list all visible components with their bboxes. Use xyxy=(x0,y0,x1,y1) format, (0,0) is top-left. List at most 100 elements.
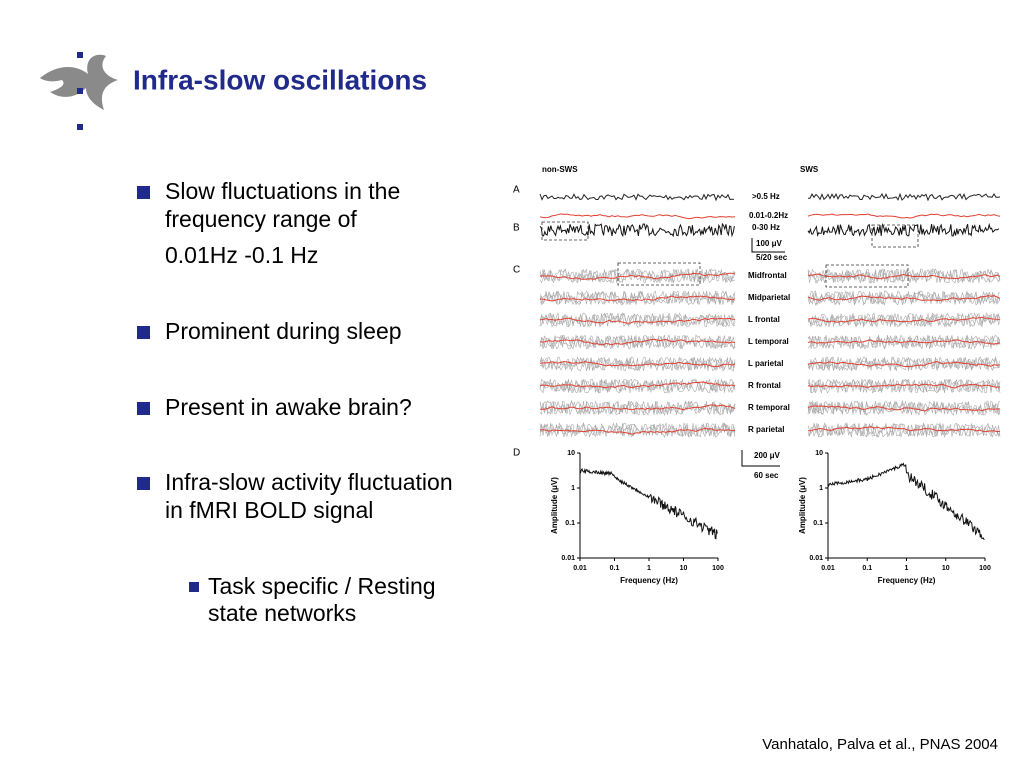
trace xyxy=(540,312,736,328)
zoom-box xyxy=(617,262,701,286)
bullet-text: 0.01Hz -0.1 Hz xyxy=(165,242,318,268)
figure-label: 0.1 xyxy=(813,520,823,527)
bullet-marker xyxy=(137,326,150,339)
figure-label: 10 xyxy=(815,450,823,457)
figure-label: 100 xyxy=(979,565,991,572)
zoom-box xyxy=(825,264,909,288)
trace xyxy=(539,334,736,350)
figure-label: R parietal xyxy=(748,425,784,434)
figure-label: Amplitude (μV) xyxy=(550,477,559,534)
trace xyxy=(807,290,1001,307)
trace xyxy=(807,312,1001,328)
trace xyxy=(807,356,1001,372)
trace xyxy=(539,193,734,202)
trace xyxy=(539,378,736,394)
figure-label: 0.01-0.2Hz xyxy=(749,211,788,220)
trace xyxy=(807,383,1001,389)
sub-bullet-marker xyxy=(189,582,199,592)
trace xyxy=(539,334,736,350)
citation: Vanhatalo, Palva et al., PNAS 2004 xyxy=(762,736,998,753)
sub-bullet-text: state networks xyxy=(208,600,356,626)
figure-label: 1 xyxy=(571,485,575,492)
figure-label: 200 μV xyxy=(754,451,780,460)
trace xyxy=(807,360,1001,368)
trace xyxy=(807,378,1001,394)
trace xyxy=(539,213,736,220)
bullet-text: in fMRI BOLD signal xyxy=(165,497,373,523)
figure-label: 0.1 xyxy=(610,565,620,572)
figure-label: 100 xyxy=(712,565,724,572)
trace xyxy=(539,295,736,302)
bullet-text: Prominent during sleep xyxy=(165,318,402,344)
trace xyxy=(807,356,1001,372)
figure-label: Frequency (Hz) xyxy=(878,576,936,585)
figure-label: 0-30 Hz xyxy=(752,223,780,232)
bullet-text: Infra-slow activity fluctuation xyxy=(165,469,453,495)
figure-label: 0.01 xyxy=(821,565,835,572)
scale-bar xyxy=(751,238,785,253)
scale-bar xyxy=(741,450,780,467)
logo xyxy=(40,52,118,130)
figure-label: D xyxy=(513,448,520,459)
figure-label: Midparietal xyxy=(748,293,790,302)
trace xyxy=(807,290,1001,306)
figure-label: >0.5 Hz xyxy=(752,192,780,201)
figure-label: Amplitude (μV) xyxy=(798,477,807,534)
trace xyxy=(539,378,736,394)
trace xyxy=(539,427,736,435)
sub-bullet-text: Task specific / Resting xyxy=(208,573,436,599)
trace xyxy=(808,273,1001,280)
trace xyxy=(539,290,736,306)
trace xyxy=(539,355,736,372)
figure-label: SWS xyxy=(800,165,819,174)
trace xyxy=(807,426,1001,433)
trace xyxy=(539,378,736,394)
figure-label: R frontal xyxy=(748,381,781,390)
figure-label: 0.1 xyxy=(862,565,872,572)
figure-label: 0.01 xyxy=(573,565,587,572)
figure-label: non-SWS xyxy=(542,165,578,174)
figure-label: 60 sec xyxy=(754,471,779,480)
figure-label: 10 xyxy=(680,565,688,572)
figure-label: Frequency (Hz) xyxy=(620,576,678,585)
trace xyxy=(539,360,736,368)
trace xyxy=(539,268,736,284)
figure-label: 0.1 xyxy=(565,520,575,527)
figure-label: L frontal xyxy=(748,315,780,324)
trace xyxy=(807,422,1001,439)
spectrum xyxy=(827,462,985,541)
figure-label: B xyxy=(513,223,520,234)
figure-label: 0.01 xyxy=(809,555,823,562)
spectrum xyxy=(579,468,718,540)
zoom-box xyxy=(541,221,589,241)
figure-label: 100 μV xyxy=(756,239,782,248)
bullet-text: frequency range of xyxy=(165,206,357,232)
bullet-marker xyxy=(137,186,150,199)
trace xyxy=(808,192,1001,202)
figure-label: R temporal xyxy=(748,403,790,412)
trace xyxy=(539,381,736,389)
bullet-marker xyxy=(137,402,150,415)
trace xyxy=(539,268,736,284)
trace xyxy=(539,404,736,411)
trace xyxy=(807,213,1001,219)
trace xyxy=(539,421,736,438)
trace xyxy=(807,295,1001,301)
figure-label: A xyxy=(513,185,520,196)
figure-label: 1 xyxy=(819,485,823,492)
bullet-text: Present in awake brain? xyxy=(165,394,412,420)
figure-label: L temporal xyxy=(748,337,789,346)
trace xyxy=(539,312,736,328)
trace xyxy=(807,268,1001,284)
trace xyxy=(539,272,736,280)
trace xyxy=(807,422,1001,438)
bullet-marker xyxy=(137,477,150,490)
trace xyxy=(807,405,1000,412)
figure-label: Midfrontal xyxy=(748,271,787,280)
title: Infra-slow oscillations xyxy=(133,64,427,95)
trace xyxy=(807,339,1001,345)
trace xyxy=(807,268,1001,284)
